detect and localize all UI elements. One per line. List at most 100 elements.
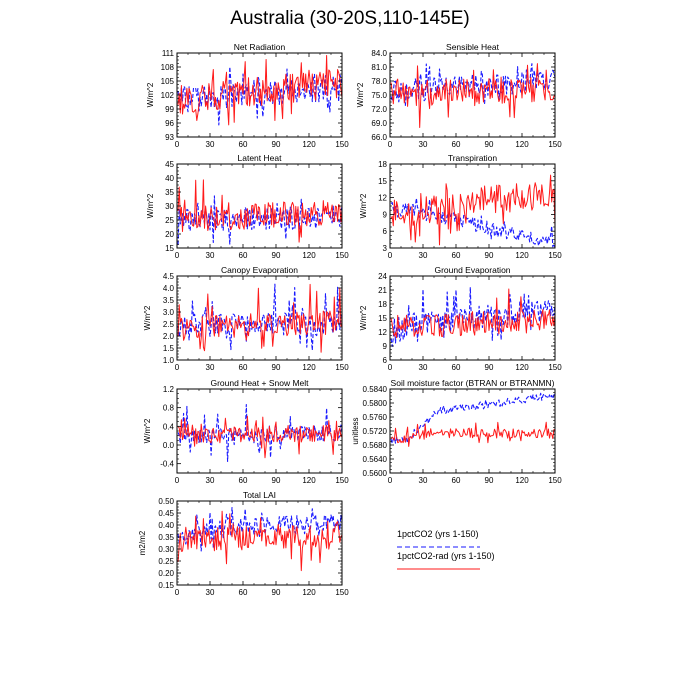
y-tick-label: 9 bbox=[383, 210, 388, 219]
series-line-1pctCO2-rad bbox=[177, 283, 343, 353]
y-tick-label: 0.5800 bbox=[363, 399, 388, 408]
y-tick-label: 0.30 bbox=[158, 545, 174, 554]
y-tick-label: 20 bbox=[165, 230, 174, 239]
x-tick-label: 120 bbox=[302, 251, 316, 260]
y-tick-label: 105 bbox=[161, 77, 175, 86]
y-axis-label: W/m^2 bbox=[146, 82, 155, 107]
panel-title: Ground Heat + Snow Melt bbox=[210, 378, 309, 388]
y-tick-label: 1.2 bbox=[163, 385, 175, 394]
series-line-1pctCO2-rad bbox=[177, 179, 343, 243]
y-tick-label: 111 bbox=[162, 49, 175, 58]
y-tick-label: 69.0 bbox=[371, 119, 387, 128]
y-tick-label: 30 bbox=[165, 202, 174, 211]
series-line-1pctCO2-rad bbox=[177, 510, 343, 572]
x-tick-label: 0 bbox=[388, 140, 393, 149]
x-tick-label: 150 bbox=[335, 363, 349, 372]
x-tick-label: 0 bbox=[175, 476, 180, 485]
y-tick-label: 0.0 bbox=[163, 441, 175, 450]
y-tick-label: 108 bbox=[161, 63, 175, 72]
x-tick-label: 90 bbox=[485, 251, 494, 260]
y-tick-label: 4.5 bbox=[163, 272, 175, 281]
x-tick-label: 90 bbox=[485, 363, 494, 372]
x-tick-label: 60 bbox=[239, 588, 248, 597]
plot-frame bbox=[176, 52, 343, 138]
y-tick-label: 3.5 bbox=[163, 296, 175, 305]
y-tick-label: 3 bbox=[383, 244, 388, 253]
legend: 1pctCO2 (yrs 1-150) 1pctCO2-rad (yrs 1-15… bbox=[397, 529, 495, 570]
x-tick-label: 90 bbox=[272, 363, 281, 372]
x-tick-label: 0 bbox=[388, 363, 393, 372]
y-tick-label: 102 bbox=[161, 91, 175, 100]
x-tick-label: 150 bbox=[548, 363, 562, 372]
x-tick-label: 120 bbox=[302, 476, 316, 485]
y-tick-label: 1.5 bbox=[163, 344, 175, 353]
y-tick-label: 9 bbox=[383, 342, 388, 351]
chart-panel: -0.4 0.0 0.4 0.8 1.2 0 30 60 90 120 150 Ground Heat… bbox=[143, 378, 349, 485]
x-tick-label: 150 bbox=[548, 251, 562, 260]
x-tick-label: 90 bbox=[272, 476, 281, 485]
x-tick-label: 60 bbox=[239, 140, 248, 149]
x-tick-label: 150 bbox=[335, 251, 349, 260]
chart-panel: 3 6 9 12 15 18 0 30 60 90 120 150 Transpiration W/m^2 bbox=[359, 153, 562, 260]
panel-title: Net Radiation bbox=[234, 42, 286, 52]
x-tick-label: 60 bbox=[452, 363, 461, 372]
x-tick-label: 120 bbox=[515, 251, 529, 260]
x-tick-label: 90 bbox=[272, 140, 281, 149]
y-tick-label: 24 bbox=[378, 272, 387, 281]
x-tick-label: 120 bbox=[302, 588, 316, 597]
y-tick-label: 6 bbox=[383, 356, 388, 365]
series-line-1pctCO2-rad bbox=[390, 421, 556, 447]
y-tick-label: 18 bbox=[378, 160, 387, 169]
x-tick-label: 90 bbox=[485, 140, 494, 149]
x-tick-label: 150 bbox=[335, 476, 349, 485]
panel-title: Sensible Heat bbox=[446, 42, 500, 52]
series-line-1pctCO2-rad bbox=[177, 415, 343, 459]
legend-label: 1pctCO2 (yrs 1-150) bbox=[397, 529, 479, 539]
x-tick-label: 60 bbox=[239, 476, 248, 485]
x-tick-label: 0 bbox=[175, 251, 180, 260]
x-tick-label: 30 bbox=[206, 140, 215, 149]
y-axis-label: W/m^2 bbox=[146, 193, 155, 218]
series-line-1pctCO2-rad bbox=[390, 288, 556, 339]
plot-frame bbox=[176, 163, 343, 249]
chart-panel: 93 96 99 102 105 108 111 0 30 60 90 120 150 Net Radia… bbox=[146, 42, 349, 149]
x-tick-label: 150 bbox=[548, 476, 562, 485]
y-tick-label: 75.0 bbox=[371, 91, 387, 100]
chart-panel: 0.5600 0.5640 0.5680 0.5720 0.5760 0.5800 0.58… bbox=[351, 378, 562, 485]
x-tick-label: 30 bbox=[206, 251, 215, 260]
x-tick-label: 120 bbox=[515, 363, 529, 372]
y-axis-label: W/m^2 bbox=[356, 82, 365, 107]
y-tick-label: 0.4 bbox=[163, 422, 175, 431]
panel-title: Ground Evaporation bbox=[434, 265, 510, 275]
panel-title: Canopy Evaporation bbox=[221, 265, 298, 275]
chart-panel: 66.0 69.0 72.0 75.0 78.0 81.0 84.0 0 30 60 90 120 15… bbox=[356, 42, 562, 149]
y-axis-label: unitless bbox=[351, 417, 360, 444]
series-line-1pctCO2 bbox=[177, 403, 343, 463]
x-tick-label: 30 bbox=[206, 363, 215, 372]
y-tick-label: 18 bbox=[378, 300, 387, 309]
y-tick-label: 0.40 bbox=[158, 521, 174, 530]
y-tick-label: 81.0 bbox=[371, 63, 387, 72]
x-tick-label: 120 bbox=[302, 140, 316, 149]
y-tick-label: 0.5640 bbox=[363, 455, 388, 464]
y-axis-label: W/m^2 bbox=[143, 305, 152, 330]
y-tick-label: 93 bbox=[165, 133, 174, 142]
y-tick-label: 96 bbox=[165, 119, 174, 128]
x-tick-label: 0 bbox=[175, 140, 180, 149]
series-line-1pctCO2-rad bbox=[390, 63, 556, 128]
x-tick-label: 120 bbox=[302, 363, 316, 372]
y-tick-label: 99 bbox=[165, 105, 174, 114]
x-tick-label: 60 bbox=[452, 251, 461, 260]
chart-panel: 6 9 12 15 18 21 24 0 30 60 90 120 150 Ground Evaporat… bbox=[359, 265, 562, 372]
y-axis-label: W/m^2 bbox=[143, 418, 152, 443]
x-tick-label: 120 bbox=[515, 140, 529, 149]
y-tick-label: 0.8 bbox=[163, 404, 175, 413]
x-tick-label: 30 bbox=[419, 140, 428, 149]
y-tick-label: 0.5720 bbox=[363, 427, 388, 436]
chart-panel: 0.15 0.20 0.25 0.30 0.35 0.40 0.45 0.50 0 30 60 90 1… bbox=[138, 490, 349, 597]
panel-title: Latent Heat bbox=[238, 153, 283, 163]
x-tick-label: 120 bbox=[515, 476, 529, 485]
x-tick-label: 60 bbox=[239, 251, 248, 260]
y-tick-label: 72.0 bbox=[371, 105, 387, 114]
